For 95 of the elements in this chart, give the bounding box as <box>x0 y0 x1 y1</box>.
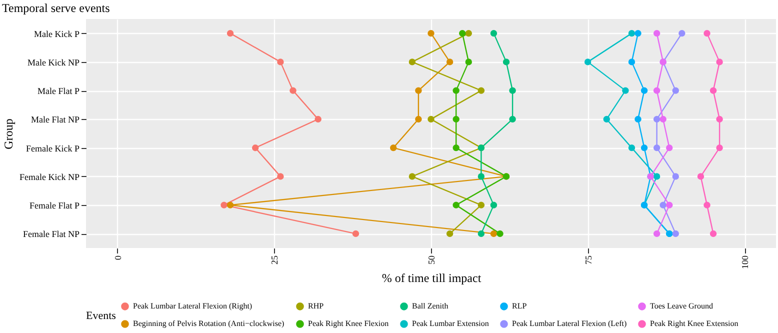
x-tick-label: 100 <box>740 255 750 269</box>
point <box>465 58 472 66</box>
legend-title: Events <box>86 310 116 322</box>
point <box>660 116 666 123</box>
point <box>640 87 648 94</box>
point <box>465 30 472 37</box>
legend-label: Peak Right Knee Extension <box>650 319 738 328</box>
point <box>653 87 660 94</box>
legend-label: Toes Leave Ground <box>650 301 713 310</box>
x-tick-label: 75 <box>583 255 594 264</box>
point <box>640 144 648 152</box>
point <box>415 116 422 123</box>
point <box>653 30 660 37</box>
point <box>220 202 228 208</box>
point <box>697 173 704 180</box>
y-tick-label: Male Flat P <box>38 86 80 96</box>
point <box>716 144 723 152</box>
point <box>716 58 723 66</box>
point <box>716 116 723 123</box>
point <box>290 87 296 94</box>
legend-label: Ball Zenith <box>412 301 448 310</box>
y-tick-label: Male Flat NP <box>31 114 80 125</box>
legend-label: Peak Lumbar Lateral Flexion (Right) <box>133 301 252 310</box>
point <box>452 144 460 152</box>
point <box>352 230 360 238</box>
point <box>653 116 660 123</box>
point <box>446 58 454 66</box>
legend-label: Peak Right Knee Flexion <box>308 319 389 328</box>
legend-label: RLP <box>512 301 528 310</box>
point <box>672 230 679 238</box>
point <box>653 173 660 180</box>
point <box>478 230 485 238</box>
point <box>710 87 717 94</box>
point <box>277 58 284 66</box>
point <box>509 116 516 123</box>
point <box>428 116 434 123</box>
y-tick-label: Male Kick NP <box>28 57 80 68</box>
y-tick-label: Female Kick NP <box>20 172 80 182</box>
point <box>710 230 717 238</box>
point <box>390 144 397 152</box>
point <box>452 87 460 94</box>
point <box>277 173 284 180</box>
point <box>490 230 498 238</box>
legend-label: Peak Lumbar Extension <box>412 319 489 328</box>
point <box>490 202 498 208</box>
point <box>666 202 673 208</box>
point <box>628 30 636 37</box>
point <box>666 144 673 152</box>
point <box>408 58 416 66</box>
point <box>672 87 679 94</box>
point <box>509 87 516 94</box>
point <box>478 173 485 180</box>
y-tick-label: Female Flat P <box>30 200 80 211</box>
legend-label: RHP <box>308 301 324 310</box>
point <box>226 30 234 37</box>
point <box>660 202 666 208</box>
point <box>452 116 460 123</box>
point <box>502 58 510 66</box>
point <box>496 230 504 238</box>
point <box>314 116 322 123</box>
legend-label: Beginning of Pelvis Rotation (Anti−clockwise) <box>133 319 284 328</box>
point <box>678 30 686 37</box>
point <box>653 144 660 152</box>
point <box>634 30 642 37</box>
point <box>704 202 710 208</box>
point <box>653 230 660 238</box>
point <box>226 202 234 208</box>
point <box>459 30 466 37</box>
chart-title: Temporal serve events <box>2 1 110 15</box>
x-tick-label: 0 <box>112 255 123 260</box>
x-tick-label: 50 <box>426 255 436 264</box>
y-tick-label: Male Kick P <box>34 28 80 39</box>
point <box>634 116 642 123</box>
y-tick-label: Female Kick P <box>26 143 80 154</box>
point <box>478 87 485 94</box>
point <box>408 173 416 180</box>
point <box>415 87 422 94</box>
y-tick-label: Female Flat NP <box>23 229 80 240</box>
legend-label: Peak Lumbar Lateral Flexion (Left) <box>512 319 627 328</box>
point <box>446 230 454 238</box>
point <box>452 202 460 208</box>
point <box>478 202 485 208</box>
y-axis-title: Group <box>2 118 16 150</box>
point <box>252 144 259 152</box>
point <box>622 87 629 94</box>
point <box>584 58 592 66</box>
point <box>428 30 434 37</box>
point <box>672 173 679 180</box>
point <box>490 30 498 37</box>
point <box>628 58 636 66</box>
point <box>628 144 636 152</box>
point <box>704 30 710 37</box>
x-tick-label: 25 <box>270 255 280 264</box>
x-axis-title: % of time till impact <box>382 271 482 285</box>
point <box>603 116 610 123</box>
